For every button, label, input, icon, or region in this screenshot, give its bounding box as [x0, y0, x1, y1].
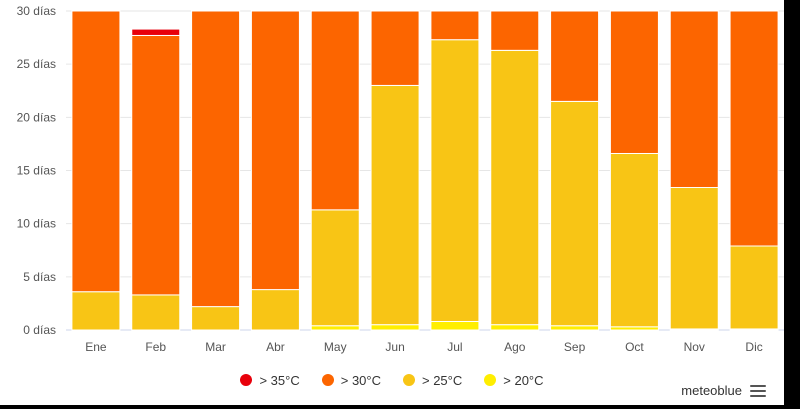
bar-segment[interactable] [310, 325, 360, 331]
y-tick-label: 30 días [17, 4, 56, 18]
y-tick-label: 20 días [17, 110, 56, 124]
legend-dot-icon [240, 374, 253, 386]
bar-segment[interactable] [550, 100, 600, 327]
bar-segment[interactable] [131, 34, 181, 296]
y-tick-label: 15 días [17, 164, 56, 178]
bar-segment[interactable] [310, 10, 360, 211]
legend: > 35°C > 30°C > 25°C > 20°C [0, 369, 784, 391]
x-axis-ticks: Ene Feb Mar Abr May Jun Jul Ago Sep Oct Nov Dic [85, 340, 763, 354]
x-tick-label: Ago [504, 340, 526, 354]
legend-item-30[interactable]: > 30°C [321, 372, 381, 388]
chart-frame: 0 días 5 días 10 días 15 días 20 días 25 días… [0, 0, 784, 405]
x-tick-label: Ene [85, 340, 107, 354]
bar-segment[interactable] [250, 289, 300, 331]
legend-dot-icon [484, 374, 497, 386]
x-tick-label: Sep [564, 340, 586, 354]
bar-segment[interactable] [550, 325, 600, 331]
grid-lines [66, 10, 784, 331]
x-tick-label: May [324, 340, 347, 354]
legend-label: > 20°C [503, 372, 544, 388]
x-tick-label: Abr [266, 340, 285, 354]
bar-segment[interactable] [669, 187, 719, 330]
y-axis-ticks: 0 días 5 días 10 días 15 días 20 días 25 días… [17, 4, 56, 337]
bar-segment[interactable] [550, 10, 600, 102]
x-tick-label: Mar [205, 340, 226, 354]
bar-segment[interactable] [609, 10, 659, 154]
bar-segment[interactable] [609, 152, 659, 328]
bar-segment[interactable] [370, 10, 420, 86]
legend-item-35[interactable]: > 35°C [240, 372, 300, 388]
x-tick-label: Dic [745, 340, 762, 354]
brand: meteoblue [681, 383, 766, 398]
bar-segment[interactable] [191, 306, 241, 331]
bar-segment[interactable] [430, 320, 480, 331]
bar-segment[interactable] [490, 49, 540, 326]
legend-item-20[interactable]: > 20°C [484, 372, 544, 388]
bar-segment[interactable] [430, 39, 480, 322]
bar-segment[interactable] [490, 10, 540, 51]
x-tick-label: Feb [145, 340, 166, 354]
y-tick-label: 25 días [17, 57, 56, 71]
legend-label: > 25°C [422, 372, 463, 388]
bar-segment[interactable] [430, 10, 480, 41]
y-tick-label: 0 días [23, 323, 56, 337]
y-tick-label: 5 días [23, 270, 56, 284]
bar-segment[interactable] [370, 324, 420, 331]
bar-segment[interactable] [191, 10, 241, 308]
bar-segment[interactable] [729, 10, 779, 247]
bars [71, 10, 779, 331]
bar-segment[interactable] [729, 245, 779, 330]
hamburger-menu-icon[interactable] [750, 384, 766, 397]
legend-label: > 30°C [340, 372, 381, 388]
bar-segment[interactable] [370, 84, 420, 326]
bar-segment[interactable] [71, 10, 121, 293]
bar-segment[interactable] [310, 209, 360, 327]
bar-segment[interactable] [131, 28, 181, 36]
legend-dot-icon [321, 374, 334, 386]
x-tick-label: Oct [625, 340, 644, 354]
bar-segment[interactable] [669, 10, 719, 189]
legend-label: > 35°C [259, 372, 300, 388]
x-tick-label: Nov [684, 340, 705, 354]
brand-logo-text: meteoblue [681, 383, 742, 398]
bar-segment[interactable] [71, 291, 121, 331]
x-tick-label: Jun [385, 340, 404, 354]
legend-item-25[interactable]: > 25°C [403, 373, 462, 388]
y-tick-label: 10 días [17, 217, 56, 231]
bar-segment[interactable] [131, 294, 181, 331]
x-tick-label: Jul [447, 340, 462, 354]
bar-segment[interactable] [490, 324, 540, 331]
bar-segment[interactable] [250, 10, 300, 291]
chart: 0 días 5 días 10 días 15 días 20 días 25 días… [17, 4, 784, 354]
legend-dot-icon [403, 374, 415, 386]
